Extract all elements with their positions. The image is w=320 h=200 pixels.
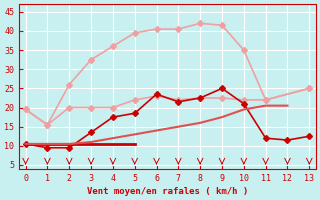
X-axis label: Vent moyen/en rafales ( km/h ): Vent moyen/en rafales ( km/h ) bbox=[87, 187, 248, 196]
